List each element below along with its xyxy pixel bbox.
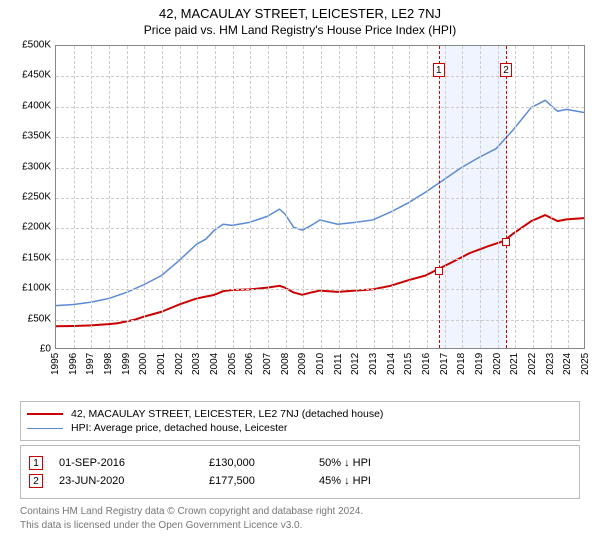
page-subtitle: Price paid vs. HM Land Registry's House … bbox=[10, 23, 590, 37]
attribution: Contains HM Land Registry data © Crown c… bbox=[20, 505, 580, 532]
x-tick-label: 2002 bbox=[174, 353, 185, 375]
y-tick-label: £100K bbox=[22, 283, 51, 294]
price-chart: £0£50K£100K£150K£200K£250K£300K£350K£400… bbox=[11, 43, 589, 397]
legend-item: 42, MACAULAY STREET, LEICESTER, LE2 7NJ … bbox=[27, 408, 573, 420]
x-tick-label: 2008 bbox=[280, 353, 291, 375]
sale-row: 1 01-SEP-2016£130,00050% ↓ HPI bbox=[29, 456, 571, 470]
x-tick-label: 2021 bbox=[509, 353, 520, 375]
x-tick-label: 2000 bbox=[138, 353, 149, 375]
x-tick-label: 2013 bbox=[368, 353, 379, 375]
x-tick-label: 1997 bbox=[85, 353, 96, 375]
plot-area: 12 bbox=[55, 45, 585, 349]
legend-item: HPI: Average price, detached house, Leic… bbox=[27, 422, 573, 434]
sale-delta: 50% ↓ HPI bbox=[319, 457, 429, 469]
x-tick-label: 2019 bbox=[474, 353, 485, 375]
sale-marker bbox=[435, 267, 443, 275]
sale-id-box: 1 bbox=[29, 456, 43, 470]
x-axis-labels: 1995199619971998199920002001200220032004… bbox=[55, 351, 585, 397]
x-tick-label: 2023 bbox=[545, 353, 556, 375]
x-tick-label: 1998 bbox=[103, 353, 114, 375]
legend-label: 42, MACAULAY STREET, LEICESTER, LE2 7NJ … bbox=[71, 408, 383, 420]
sale-marker-label: 2 bbox=[500, 63, 512, 77]
x-tick-label: 2004 bbox=[209, 353, 220, 375]
x-tick-label: 1999 bbox=[121, 353, 132, 375]
series-line bbox=[56, 100, 584, 305]
sale-price: £177,500 bbox=[209, 475, 319, 487]
series-line bbox=[56, 215, 584, 326]
sale-row: 2 23-JUN-2020£177,50045% ↓ HPI bbox=[29, 474, 571, 488]
marker-vline bbox=[506, 46, 507, 348]
x-tick-label: 2003 bbox=[191, 353, 202, 375]
y-tick-label: £450K bbox=[22, 70, 51, 81]
y-tick-label: £300K bbox=[22, 161, 51, 172]
sale-date: 01-SEP-2016 bbox=[59, 457, 209, 469]
x-tick-label: 1996 bbox=[68, 353, 79, 375]
x-tick-label: 2009 bbox=[297, 353, 308, 375]
legend-label: HPI: Average price, detached house, Leic… bbox=[71, 422, 287, 434]
x-tick-label: 2011 bbox=[333, 353, 344, 375]
sales-table: 1 01-SEP-2016£130,00050% ↓ HPI 2 23-JUN-202… bbox=[20, 445, 580, 499]
sale-price: £130,000 bbox=[209, 457, 319, 469]
x-tick-label: 2017 bbox=[439, 353, 450, 375]
x-tick-label: 2014 bbox=[386, 353, 397, 375]
sale-delta: 45% ↓ HPI bbox=[319, 475, 429, 487]
page-title: 42, MACAULAY STREET, LEICESTER, LE2 7NJ bbox=[10, 6, 590, 21]
y-tick-label: £150K bbox=[22, 252, 51, 263]
x-tick-label: 2001 bbox=[156, 353, 167, 375]
sale-date: 23-JUN-2020 bbox=[59, 475, 209, 487]
sale-id-box: 2 bbox=[29, 474, 43, 488]
legend-swatch bbox=[27, 428, 63, 429]
x-tick-label: 2015 bbox=[403, 353, 414, 375]
x-tick-label: 2018 bbox=[456, 353, 467, 375]
y-tick-label: £250K bbox=[22, 192, 51, 203]
legend: 42, MACAULAY STREET, LEICESTER, LE2 7NJ … bbox=[20, 401, 580, 441]
attribution-line-2: This data is licensed under the Open Gov… bbox=[20, 519, 580, 533]
y-tick-label: £350K bbox=[22, 131, 51, 142]
x-tick-label: 2025 bbox=[580, 353, 591, 375]
y-tick-label: £500K bbox=[22, 40, 51, 51]
marker-vline bbox=[439, 46, 440, 348]
x-tick-label: 2016 bbox=[421, 353, 432, 375]
x-tick-label: 2012 bbox=[350, 353, 361, 375]
x-tick-label: 2007 bbox=[262, 353, 273, 375]
legend-swatch bbox=[27, 413, 63, 415]
x-tick-label: 1995 bbox=[50, 353, 61, 375]
x-tick-label: 2024 bbox=[562, 353, 573, 375]
x-tick-label: 2010 bbox=[315, 353, 326, 375]
y-tick-label: £200K bbox=[22, 222, 51, 233]
chart-lines bbox=[56, 46, 584, 348]
x-tick-label: 2006 bbox=[244, 353, 255, 375]
y-tick-label: £50K bbox=[28, 313, 51, 324]
y-tick-label: £400K bbox=[22, 100, 51, 111]
sale-marker bbox=[502, 238, 510, 246]
x-tick-label: 2022 bbox=[527, 353, 538, 375]
x-tick-label: 2020 bbox=[492, 353, 503, 375]
sale-marker-label: 1 bbox=[433, 63, 445, 77]
attribution-line-1: Contains HM Land Registry data © Crown c… bbox=[20, 505, 580, 519]
y-axis-labels: £0£50K£100K£150K£200K£250K£300K£350K£400… bbox=[11, 45, 53, 349]
x-tick-label: 2005 bbox=[227, 353, 238, 375]
